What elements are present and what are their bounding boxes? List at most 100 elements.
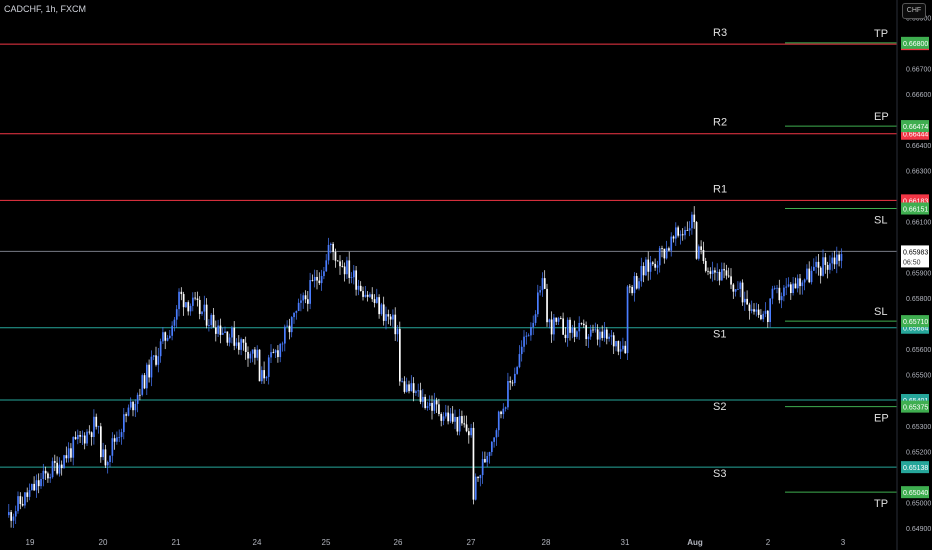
candle-body (171, 325, 173, 336)
candle-body (44, 470, 47, 474)
candle-body (21, 503, 24, 506)
candle-body (56, 462, 58, 474)
candle-body (665, 248, 668, 259)
candle-body (454, 416, 456, 422)
candle-body (525, 335, 528, 337)
symbol-label: CADCHF, 1h, FXCM (4, 4, 87, 14)
candle-body (569, 319, 571, 333)
target-price-badge (901, 202, 929, 215)
candle-body (49, 477, 52, 479)
candle-body (327, 244, 330, 261)
candle-body (649, 262, 652, 272)
candle-body (838, 254, 840, 261)
candle-body (675, 227, 677, 239)
candle-body (433, 400, 436, 411)
candle-body (258, 349, 261, 382)
candle-body (769, 298, 771, 323)
candle-body (617, 341, 620, 352)
candle-body (594, 329, 597, 331)
candle-body (8, 512, 10, 516)
candle-body (205, 304, 208, 326)
candle-body (829, 263, 831, 270)
candle-body (422, 396, 424, 402)
candle-body (118, 436, 121, 438)
candle-body (318, 280, 321, 284)
candle-body (58, 464, 61, 474)
candle-body (440, 414, 443, 421)
candle-body (624, 345, 627, 354)
candle-body (826, 264, 829, 270)
candle-body (120, 432, 123, 437)
candle-body (346, 260, 348, 275)
candle-body (77, 435, 79, 440)
candle-body (279, 344, 282, 358)
price-badges: 0.667950.664440.661830.656840.654010.651… (901, 36, 929, 499)
candle-body (28, 490, 31, 497)
candle-body (702, 249, 705, 261)
x-tick-label: 24 (253, 538, 262, 547)
x-tick-label: 20 (99, 538, 108, 547)
candle-body (394, 314, 397, 335)
time-axis[interactable]: 19 20 21 24 25 26 27 28 31 Aug 2 3 (26, 538, 846, 547)
y-tick-label: 0.64900 (906, 526, 931, 533)
candle-body (235, 342, 238, 346)
candle-body (822, 257, 824, 276)
y-tick-label: 0.65300 (906, 424, 931, 431)
candle-body (102, 449, 104, 458)
candle-body (507, 381, 509, 408)
price-axis[interactable]: 0.669000.667000.666000.664000.663000.661… (906, 15, 931, 533)
candle-body (336, 260, 339, 262)
candle-body (767, 310, 769, 323)
candle-body (392, 314, 394, 320)
candle-body (54, 461, 56, 463)
target-price-badge (901, 315, 929, 328)
candle-body (265, 376, 268, 379)
candle-body (14, 511, 17, 517)
candle-body (840, 254, 843, 261)
candle-body (656, 265, 659, 268)
candle-body (445, 412, 447, 417)
candle-body (26, 492, 29, 497)
candle-body (615, 341, 617, 347)
candle-body (537, 292, 539, 315)
candle-body (626, 286, 629, 354)
candle-body (100, 426, 102, 458)
x-tick-label: 19 (26, 538, 35, 547)
candle-body (730, 276, 732, 285)
candle-body (159, 341, 162, 357)
candle-body (741, 282, 744, 303)
candle-body (387, 314, 390, 317)
candle-body (606, 329, 608, 339)
y-tick-label: 0.66100 (906, 220, 931, 227)
target-price-badge-text: 0.66151 (903, 207, 928, 214)
currency-button[interactable]: CHF (902, 3, 926, 19)
candle-body (325, 260, 328, 272)
candle-body (415, 391, 417, 393)
candle-body (760, 314, 762, 320)
candle-body (801, 282, 804, 287)
candle-body (555, 317, 558, 322)
candle-body (419, 390, 422, 402)
candle-body (468, 431, 470, 436)
candle-body (750, 309, 753, 311)
candle-body (35, 480, 38, 491)
candle-body (136, 394, 139, 404)
candle-body (622, 345, 624, 350)
candle-body (139, 394, 141, 396)
candle-body (670, 236, 673, 251)
candle-body (836, 254, 838, 265)
candle-body (339, 261, 341, 267)
candle-body (458, 416, 461, 432)
candle-body (629, 286, 631, 288)
level-label: R2 (713, 117, 727, 129)
candle-body (477, 476, 479, 479)
candle-body (603, 329, 606, 338)
candle-body (263, 370, 265, 379)
level-labels: R3 R2 R1 S1 S2 S3 TP EP SL SL EP TP (713, 27, 889, 510)
candle-body (284, 326, 286, 344)
candle-body (373, 299, 376, 303)
candle-body (753, 309, 755, 312)
candle-body (739, 282, 742, 289)
y-tick-label: 0.66400 (906, 143, 931, 150)
